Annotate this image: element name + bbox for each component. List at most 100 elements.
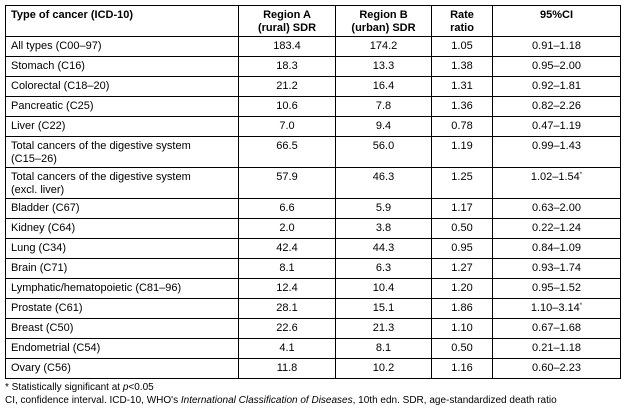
cell-region-a-text: 2.0: [279, 222, 295, 234]
cell-region-a-text: 22.6: [276, 322, 298, 334]
cell-type: Ovary (C56): [5, 358, 239, 379]
cell-region-b-text: 10.4: [372, 282, 395, 294]
cancer-rate-table: Type of cancer (ICD-10) Region A (rural) …: [5, 5, 621, 379]
cell-region-b-text: 7.8: [375, 100, 392, 112]
cell-type: Bladder (C67): [5, 198, 239, 219]
cell-rate-ratio-text: 0.50: [451, 222, 473, 234]
table-row: Lymphatic/hematopoietic (C81–96) 12.4 10.4…: [5, 278, 621, 299]
table-row: Prostate (C61) 28.1 15.1 1.86 1.10–3.14*: [5, 298, 621, 319]
cell-ci: 0.92–1.81: [492, 76, 621, 97]
cell-region-a: 183.4: [238, 36, 336, 57]
cell-ci: 0.47–1.19: [492, 116, 621, 137]
cell-region-b: 7.8: [335, 96, 432, 117]
table-row: Ovary (C56) 11.8 10.2 1.16 0.60–2.23: [5, 358, 621, 379]
table-row: Brain (C71) 8.1 6.3 1.27 0.93–1.74: [5, 258, 621, 279]
cell-region-b: 6.3: [335, 258, 432, 279]
cell-region-b: 174.2: [335, 36, 432, 57]
cell-type-text: Breast (C50): [11, 322, 74, 334]
cell-region-b: 13.3: [335, 56, 432, 77]
table-row: All types (C00–97) 183.4 174.2 1.05 0.91–1.1…: [5, 36, 621, 57]
cell-region-b: 3.8: [335, 218, 432, 239]
cell-region-b: 16.4: [335, 76, 432, 97]
sig-p: p: [122, 382, 129, 393]
cell-ci: 0.99–1.43: [492, 136, 621, 168]
abbr-prefix: CI, confidence interval. ICD-10, WHO's: [5, 395, 181, 406]
cell-region-a-text: 57.9: [276, 171, 298, 183]
sig-suffix: <0.05: [128, 382, 154, 393]
cell-type-text: All types (C00–97): [11, 40, 102, 52]
cell-region-b-text: 44.3: [372, 242, 395, 254]
cell-type-text: Colorectal (C18–20): [11, 80, 110, 92]
table-row: Lung (C34) 42.4 44.3 0.95 0.84–1.09: [5, 238, 621, 259]
table-row: Total cancers of the digestive system (e…: [5, 167, 621, 199]
cell-region-a-text: 11.8: [276, 362, 298, 374]
cell-type: Breast (C50): [5, 318, 239, 339]
cell-ci: 0.82–2.26: [492, 96, 621, 117]
header-type: Type of cancer (ICD-10): [5, 5, 239, 37]
cell-ci-text: 0.99–1.43: [532, 140, 581, 152]
significance-note: * Statistically significant at p<0.05: [5, 381, 557, 394]
header-region-a: Region A (rural) SDR: [238, 5, 336, 37]
cell-region-a: 10.6: [238, 96, 336, 117]
header-ci: 95%CI: [492, 5, 621, 37]
cell-region-a: 22.6: [238, 318, 336, 339]
cell-region-b-text: 10.2: [372, 362, 395, 374]
cell-rate-ratio-text: 1.16: [451, 362, 473, 374]
cell-region-b-text: 16.4: [372, 80, 395, 92]
cell-region-a-text: 18.3: [276, 60, 298, 72]
cell-rate-ratio-text: 1.19: [451, 140, 473, 152]
cell-rate-ratio: 1.17: [431, 198, 493, 219]
cell-ci-text: 0.60–2.23: [532, 362, 581, 374]
cell-ci-text: 0.47–1.19: [532, 120, 581, 132]
table-row: Liver (C22) 7.0 9.4 0.78 0.47–1.19: [5, 116, 621, 137]
cell-rate-ratio-text: 1.27: [451, 262, 473, 274]
cell-region-a: 21.2: [238, 76, 336, 97]
cell-ci: 0.67–1.68: [492, 318, 621, 339]
cell-region-b: 10.4: [335, 278, 432, 299]
cell-type-text: Pancreatic (C25): [11, 100, 94, 112]
cell-region-a: 12.4: [238, 278, 336, 299]
cell-rate-ratio: 1.36: [431, 96, 493, 117]
abbr-suffix: , 10th edn. SDR, age-standardized death …: [352, 395, 557, 406]
cell-rate-ratio: 1.16: [431, 358, 493, 379]
cell-ci-text: 0.92–1.81: [532, 80, 581, 92]
cell-type-text: Total cancers of the digestive system (C…: [11, 140, 191, 165]
cell-ci-text: 0.82–2.26: [532, 100, 581, 112]
cell-region-b-text: 13.3: [372, 60, 395, 72]
cell-ci-text: 0.95–1.52: [532, 282, 581, 294]
cell-region-a: 11.8: [238, 358, 336, 379]
cell-type: Colorectal (C18–20): [5, 76, 239, 97]
cell-type: Prostate (C61): [5, 298, 239, 319]
cell-type: Kidney (C64): [5, 218, 239, 239]
cell-region-a: 18.3: [238, 56, 336, 77]
table-row: Bladder (C67) 6.6 5.9 1.17 0.63–2.00: [5, 198, 621, 219]
cell-region-b: 21.3: [335, 318, 432, 339]
significance-marker: *: [579, 303, 583, 309]
cell-rate-ratio: 1.25: [431, 167, 493, 199]
cell-rate-ratio-text: 1.20: [451, 282, 473, 294]
cell-ci: 0.95–2.00: [492, 56, 621, 77]
significance-marker: *: [579, 172, 583, 178]
cell-ci-text: 0.22–1.24: [532, 222, 581, 234]
cell-type: Stomach (C16): [5, 56, 239, 77]
cell-ci: 0.63–2.00: [492, 198, 621, 219]
cell-region-a: 42.4: [238, 238, 336, 259]
cell-region-a-text: 4.1: [279, 342, 295, 354]
cell-region-a: 57.9: [238, 167, 336, 199]
cell-region-b-text: 8.1: [375, 342, 392, 354]
cell-rate-ratio-text: 0.95: [451, 242, 473, 254]
cell-ci-text: 0.93–1.74: [532, 262, 581, 274]
cell-type: Total cancers of the digestive system (e…: [5, 167, 239, 199]
cell-type-text: Kidney (C64): [11, 222, 76, 234]
table-row: Total cancers of the digestive system (C…: [5, 136, 621, 168]
table-row: Kidney (C64) 2.0 3.8 0.50 0.22–1.24: [5, 218, 621, 239]
cell-ci: 0.95–1.52: [492, 278, 621, 299]
cell-region-b: 44.3: [335, 238, 432, 259]
cell-type-text: Lymphatic/hematopoietic (C81–96): [11, 282, 182, 294]
cell-rate-ratio: 0.50: [431, 338, 493, 359]
abbr-italic: International Classification of Diseases: [180, 395, 353, 406]
cell-rate-ratio-text: 1.10: [451, 322, 473, 334]
cell-type: Pancreatic (C25): [5, 96, 239, 117]
cell-rate-ratio-text: 1.25: [451, 171, 473, 183]
cell-type: Liver (C22): [5, 116, 239, 137]
